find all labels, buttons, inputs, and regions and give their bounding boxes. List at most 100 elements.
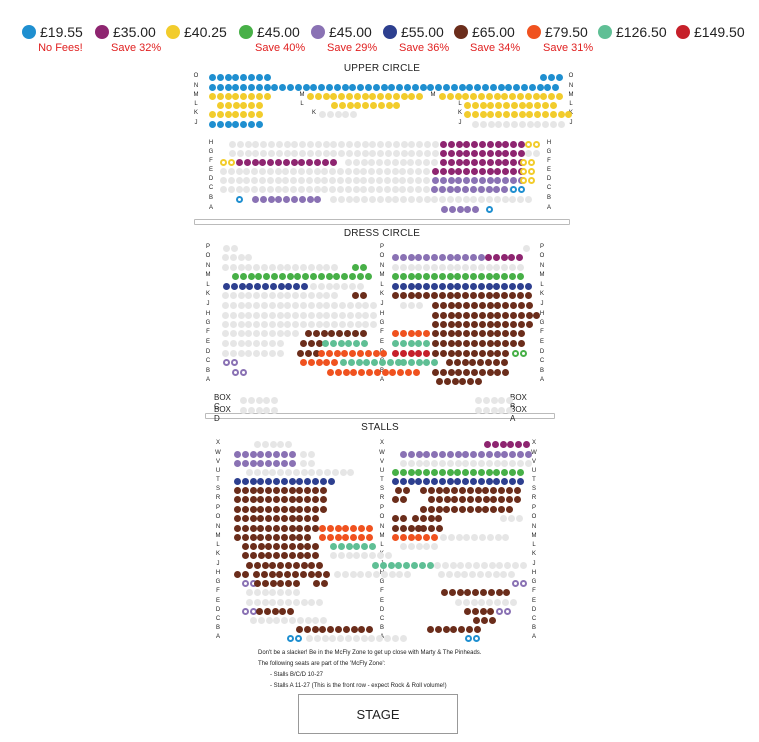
seat[interactable] — [524, 451, 532, 458]
seat[interactable] — [314, 93, 322, 100]
seat[interactable] — [427, 506, 435, 513]
seat[interactable] — [489, 84, 497, 91]
seat[interactable] — [249, 451, 257, 458]
seat[interactable] — [297, 350, 304, 357]
seat[interactable] — [404, 84, 411, 91]
seat[interactable] — [485, 273, 493, 280]
seat[interactable] — [502, 141, 510, 148]
seat[interactable] — [528, 84, 536, 91]
seat[interactable] — [542, 111, 549, 118]
seat[interactable] — [319, 487, 327, 494]
seat[interactable] — [277, 580, 285, 587]
seat[interactable] — [479, 141, 486, 148]
seat[interactable] — [493, 93, 501, 100]
seat[interactable] — [329, 340, 337, 347]
seat[interactable] — [291, 196, 298, 203]
seat[interactable] — [361, 340, 368, 347]
seat[interactable] — [423, 340, 431, 347]
seat[interactable] — [350, 626, 358, 633]
seat[interactable] — [552, 84, 560, 91]
seat[interactable] — [431, 273, 438, 280]
seat[interactable] — [322, 93, 330, 100]
seat[interactable] — [285, 283, 293, 290]
seat[interactable] — [239, 273, 247, 280]
seat[interactable] — [462, 283, 470, 290]
seat[interactable] — [267, 196, 275, 203]
seat[interactable] — [487, 111, 495, 118]
seat[interactable] — [516, 469, 524, 476]
seat[interactable] — [461, 359, 469, 366]
seat[interactable] — [472, 206, 480, 213]
seat[interactable] — [464, 589, 472, 596]
seat[interactable] — [296, 626, 303, 633]
seat[interactable] — [485, 283, 493, 290]
seat[interactable] — [232, 74, 240, 81]
seat[interactable] — [269, 283, 277, 290]
seat[interactable] — [277, 562, 285, 569]
seat[interactable] — [427, 84, 435, 91]
seat[interactable] — [399, 292, 407, 299]
seat[interactable] — [527, 168, 535, 175]
seat[interactable] — [431, 359, 439, 366]
seat[interactable] — [407, 283, 415, 290]
seat[interactable] — [438, 469, 446, 476]
seat[interactable] — [288, 543, 296, 550]
seat[interactable] — [533, 312, 541, 319]
seat[interactable] — [280, 496, 288, 503]
seat[interactable] — [402, 487, 410, 494]
seat[interactable] — [516, 273, 524, 280]
seat[interactable] — [542, 102, 549, 109]
seat[interactable] — [399, 478, 407, 485]
seat[interactable] — [494, 168, 502, 175]
seat[interactable] — [472, 635, 480, 642]
seat[interactable] — [357, 350, 364, 357]
seat[interactable] — [420, 506, 427, 513]
seat[interactable] — [493, 478, 501, 485]
seat[interactable] — [302, 273, 310, 280]
seat[interactable] — [432, 302, 439, 309]
seat[interactable] — [255, 93, 263, 100]
seat[interactable] — [464, 111, 471, 118]
seat[interactable] — [443, 506, 451, 513]
seat[interactable] — [234, 487, 241, 494]
seat[interactable] — [454, 478, 462, 485]
seat[interactable] — [473, 626, 481, 633]
seat[interactable] — [265, 552, 273, 559]
seat[interactable] — [451, 378, 459, 385]
seat[interactable] — [241, 571, 249, 578]
seat[interactable] — [548, 93, 556, 100]
seat[interactable] — [323, 571, 331, 578]
seat[interactable] — [446, 292, 454, 299]
seat[interactable] — [314, 159, 321, 166]
seat[interactable] — [358, 626, 366, 633]
seat[interactable] — [494, 321, 502, 328]
seat[interactable] — [381, 369, 389, 376]
seat[interactable] — [334, 534, 342, 541]
seat[interactable] — [415, 254, 423, 261]
seat[interactable] — [220, 159, 227, 166]
seat[interactable] — [454, 469, 462, 476]
seat[interactable] — [399, 496, 407, 503]
seat[interactable] — [355, 359, 363, 366]
seat[interactable] — [326, 84, 333, 91]
seat[interactable] — [462, 292, 470, 299]
seat[interactable] — [344, 330, 351, 337]
seat[interactable] — [475, 378, 482, 385]
seat[interactable] — [451, 506, 459, 513]
seat[interactable] — [273, 534, 280, 541]
seat[interactable] — [275, 159, 282, 166]
seat[interactable] — [517, 330, 525, 337]
seat[interactable] — [455, 369, 463, 376]
seat[interactable] — [459, 487, 466, 494]
seat[interactable] — [399, 350, 407, 357]
seat[interactable] — [454, 283, 462, 290]
seat[interactable] — [534, 111, 542, 118]
seat[interactable] — [246, 562, 253, 569]
seat[interactable] — [494, 312, 502, 319]
seat[interactable] — [505, 487, 513, 494]
seat[interactable] — [411, 562, 418, 569]
seat[interactable] — [333, 350, 341, 357]
seat[interactable] — [265, 496, 273, 503]
seat[interactable] — [436, 378, 443, 385]
seat[interactable] — [241, 506, 249, 513]
